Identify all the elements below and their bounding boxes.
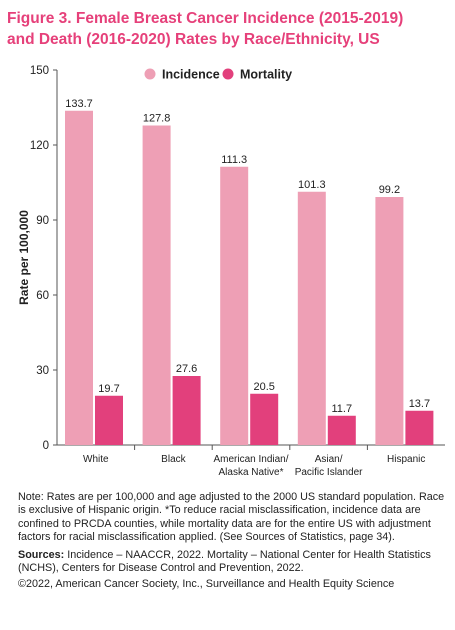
- mortality-value-label: 27.6: [176, 363, 197, 375]
- incidence-bar: [297, 191, 326, 445]
- x-tick-label: Pacific Islander: [295, 467, 363, 478]
- y-axis-label: Rate per 100,000: [17, 210, 31, 305]
- y-tick-label: 90: [36, 215, 49, 227]
- legend-label: Mortality: [240, 68, 292, 82]
- mortality-bar: [172, 376, 201, 445]
- sources-body: Incidence – NAACCR, 2022. Mortality – Na…: [18, 548, 431, 575]
- x-tick-label: Black: [161, 454, 186, 465]
- x-tick-label: Asian/: [315, 454, 343, 465]
- mortality-value-label: 11.7: [332, 403, 353, 415]
- mortality-value-label: 13.7: [409, 398, 430, 410]
- chart-footer: Note: Rates are per 100,000 and age adju…: [18, 491, 448, 592]
- sources-text: Sources: Incidence – NAACCR, 2022. Morta…: [18, 549, 448, 576]
- mortality-bar: [405, 410, 434, 445]
- incidence-bar: [220, 166, 249, 445]
- incidence-value-label: 127.8: [143, 113, 171, 125]
- y-tick-label: 150: [30, 65, 49, 77]
- note-text: Note: Rates are per 100,000 and age adju…: [18, 491, 445, 544]
- incidence-bar: [375, 197, 404, 445]
- mortality-bar: [250, 393, 279, 445]
- bar-chart: 0 30 60 90 120 150 Rate per 100,000 133.7 19.7 Wh…: [17, 65, 445, 478]
- incidence-value-label: 99.2: [379, 184, 400, 196]
- incidence-value-label: 101.3: [298, 179, 326, 191]
- mortality-value-label: 19.7: [98, 383, 119, 395]
- mortality-bar: [327, 415, 356, 445]
- y-tick-label: 60: [36, 290, 49, 302]
- chart-title-line-2: and Death (2016-2020) Rates by Race/Ethn…: [7, 31, 380, 48]
- legend-swatch: [222, 68, 234, 80]
- copyright-text: ©2022, American Cancer Society, Inc., Su…: [18, 578, 395, 591]
- chart-title-line-1: Figure 3. Female Breast Cancer Incidence…: [7, 10, 404, 27]
- chart-title: Figure 3. Female Breast Cancer Incidence…: [7, 8, 452, 50]
- x-tick-label: White: [83, 454, 109, 465]
- legend-swatch: [144, 68, 156, 80]
- incidence-bar: [65, 110, 93, 445]
- legend-label: Incidence: [162, 68, 220, 82]
- x-tick-label: Hispanic: [387, 454, 425, 465]
- x-tick-label: American Indian/: [213, 454, 288, 465]
- y-tick-label: 120: [30, 140, 49, 152]
- incidence-bar: [142, 125, 171, 445]
- mortality-value-label: 20.5: [253, 381, 274, 393]
- incidence-value-label: 133.7: [65, 98, 93, 110]
- sources-label: Sources:: [18, 548, 65, 561]
- incidence-value-label: 111.3: [221, 154, 247, 166]
- mortality-bar: [95, 395, 123, 445]
- y-tick-label: 30: [36, 365, 49, 377]
- y-tick-label: 0: [43, 440, 49, 452]
- x-tick-label: Alaska Native*: [218, 467, 283, 478]
